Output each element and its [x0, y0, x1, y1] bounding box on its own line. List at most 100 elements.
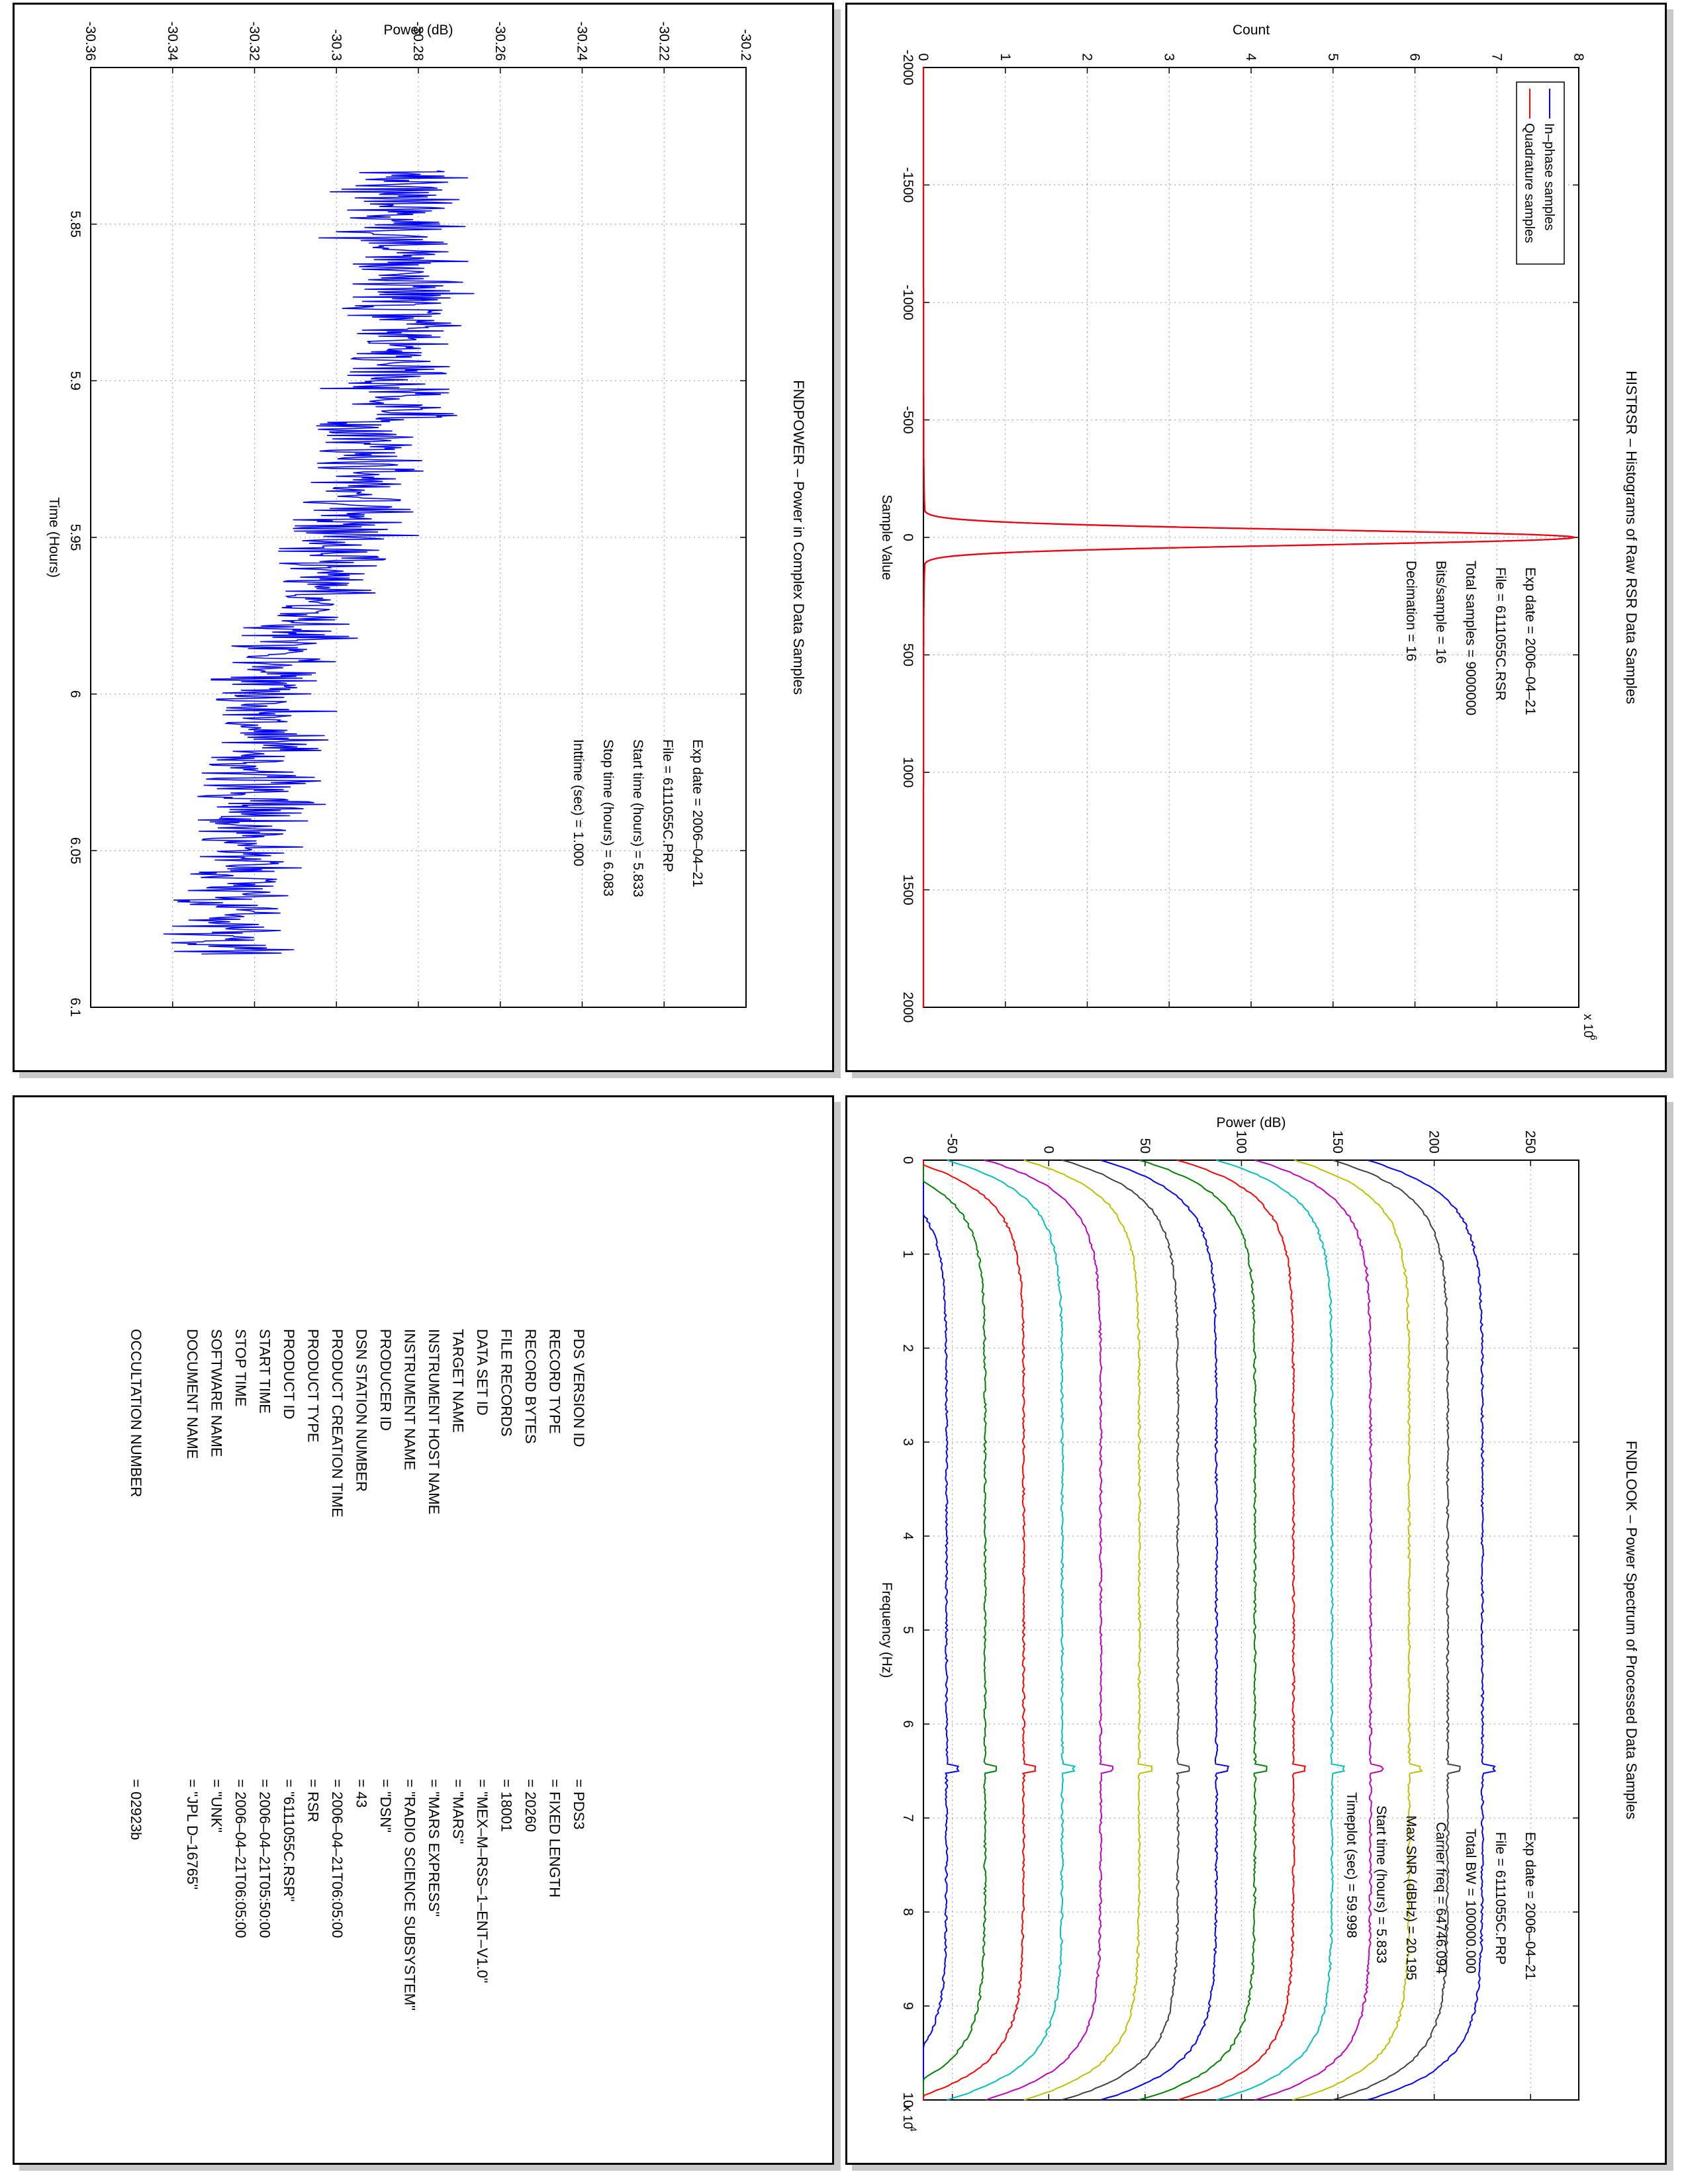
series-line-spectrum: [1061, 1160, 1190, 2101]
label-key: TARGET NAME: [450, 1329, 467, 1433]
y-tick-label: 7: [1489, 53, 1504, 61]
series-line-spectrum: [923, 1160, 998, 2100]
label-table: PDS VERSION ID = PDS3 RECORD TYPE = FIXED L…: [128, 1329, 587, 2011]
label-value: = "6111055C.RSR": [281, 1779, 297, 1901]
x-tick-label: 5.85: [68, 210, 83, 238]
chart-title: HISTRSR – Histograms of Raw RSR Data Sam…: [1623, 371, 1640, 704]
label-value: = 2006–04–21T06:05:00: [232, 1779, 249, 1938]
label-key: DOCUMENT NAME: [184, 1329, 201, 1459]
label-key: PRODUCT CREATION TIME: [329, 1329, 346, 1518]
x-tick-label: 5.95: [68, 524, 83, 551]
info-line: Bits/sample = 16: [1433, 561, 1448, 664]
label-value: = "JPL D–16765": [184, 1779, 201, 1889]
x-tick-label: -500: [900, 406, 915, 433]
series-line-power: [163, 170, 475, 955]
power-panel: 5.85 5.9 5.95 6 6.05 6.1 -30.36 -30.34 -30.32 -30…: [13, 3, 834, 1072]
x-tick-label: -1500: [900, 167, 915, 203]
x-tick-label: 1500: [900, 874, 915, 905]
info-line: Exp date = 2006–04–21: [1523, 1832, 1538, 1980]
label-key: RECORD BYTES: [522, 1329, 539, 1444]
histogram-panel: -2000 -1500 -1000 -500 0 500 1000 1500 2000 0 1 2 3 4…: [845, 3, 1667, 1072]
y-tick-label: -30.24: [575, 21, 590, 61]
label-value: = 2006–04–21T05:50:00: [257, 1779, 273, 1938]
y-axis-label: Power (dB): [383, 23, 453, 38]
x-tick-label: -2000: [900, 50, 915, 85]
info-line: Start time (hours) = 5.833: [1374, 1805, 1389, 1964]
y-tick-label: 150: [1330, 1130, 1345, 1154]
x-tick-label: 4: [900, 1532, 915, 1540]
spectrum-chart: 0 1 2 3 4 5 6 7 8 9 10 -50 0 50 100 150 200 250 FNDLOOK – …: [879, 1115, 1640, 2132]
y-tick-label: -30.2: [738, 29, 753, 61]
plot-area: [923, 1160, 1579, 2100]
y-tick-label: 3: [1161, 53, 1176, 61]
info-line: Inttime (sec) = 1.000: [571, 739, 586, 866]
plot-frame: [923, 1160, 1579, 2101]
series-line-spectrum: [947, 1160, 1076, 2101]
label-value: = "MARS EXPRESS": [426, 1779, 442, 1917]
series-line-spectrum: [923, 1160, 960, 2100]
label-value: = 02923b: [128, 1779, 144, 1840]
series-line-spectrum: [1292, 1160, 1423, 2101]
info-line: Start time (hours) = 5.833: [630, 739, 645, 897]
label-key: INSTRUMENT HOST NAME: [426, 1329, 442, 1514]
x-tick-label: 6.05: [68, 837, 83, 864]
series-line-spectrum: [923, 1160, 1037, 2100]
info-line: File = 6111055C.RSR: [1493, 567, 1508, 701]
y-tick-label: 200: [1427, 1130, 1442, 1154]
info-line: Carrier freq = 64746.094: [1433, 1822, 1448, 1974]
x-tick-label: 0: [900, 1156, 915, 1164]
y-tick-label: -50: [945, 1134, 960, 1154]
power-chart: 5.85 5.9 5.95 6 6.05 6.1 -30.36 -30.34 -30.32 -30…: [46, 21, 807, 1017]
chart-title: FNDLOOK – Power Spectrum of Processed Da…: [1623, 1441, 1640, 1819]
x-tick-label: 8: [900, 1908, 915, 1916]
label-value: = "DSN": [377, 1779, 394, 1833]
y-tick-label: -30.22: [656, 21, 671, 61]
x-tick-label: 1000: [900, 757, 915, 788]
label-key: PRODUCT TYPE: [305, 1329, 322, 1443]
chart-title: FNDPOWER – Power in Complex Data Samples: [790, 380, 807, 695]
info-line: Max SNR (dBHz) = 20.195: [1403, 1815, 1419, 1980]
y-tick-label: -30.32: [247, 21, 262, 61]
x-tick-label: 500: [900, 643, 915, 666]
y-axis-label: Count: [1233, 23, 1270, 38]
x-tick-label: 6: [900, 1720, 915, 1728]
label-value: = 20260: [522, 1779, 539, 1832]
series-line-spectrum: [1177, 1160, 1306, 2101]
info-line: Total samples = 9000000: [1463, 561, 1478, 715]
series-line-spectrum: [1100, 1160, 1229, 2101]
x-exponent-power: 4: [908, 2126, 919, 2132]
x-tick-label: -1000: [900, 285, 915, 320]
x-tick-label: 5: [900, 1626, 915, 1634]
label-key: SOFTWARE NAME: [209, 1329, 225, 1457]
label-key: FILE RECORDS: [498, 1329, 515, 1437]
label-value: = "MEX–M–RSS–1–ENT–V1.0": [474, 1779, 491, 1983]
info-line: Exp date = 2006–04–21: [1523, 567, 1538, 715]
label-value: = 18001: [498, 1779, 515, 1832]
y-tick-label: 0: [915, 53, 931, 61]
series-line-spectrum: [1366, 1160, 1497, 2101]
x-tick-label: 1: [900, 1250, 915, 1258]
y-tick-label: 1: [998, 53, 1013, 61]
x-tick-label: 2000: [900, 992, 915, 1023]
label-key: PRODUCT ID: [281, 1329, 297, 1420]
info-line: Total BW = 100000.000: [1463, 1829, 1478, 1974]
y-tick-label: -30.36: [83, 21, 98, 61]
label-key: INSTRUMENT NAME: [402, 1329, 418, 1471]
x-tick-label: 9: [900, 2002, 915, 2010]
legend-entry: In–phase samples: [1542, 123, 1556, 230]
label-key: STOP TIME: [232, 1329, 249, 1406]
info-line: Exp date = 2006–04–21: [690, 739, 705, 887]
y-tick-label: -30.34: [165, 21, 180, 61]
x-tick-label: 6: [68, 690, 83, 698]
y-tick-label: -30.28: [410, 21, 426, 61]
x-tick-label: 10: [900, 2092, 915, 2107]
label-value: = "UNK": [209, 1779, 225, 1833]
label-value: = RSR: [305, 1779, 322, 1822]
y-tick-label: 50: [1137, 1138, 1152, 1154]
y-tick-label: 0: [1041, 1146, 1056, 1154]
info-line: File = 6111055C.PRP: [1493, 1832, 1508, 1965]
label-key: PRODUCER ID: [377, 1329, 394, 1431]
x-tick-label: 5.9: [68, 371, 83, 390]
series-line-spectrum: [1216, 1160, 1346, 2101]
label-panel: PDS VERSION ID = PDS3 RECORD TYPE = FIXED L…: [13, 1095, 834, 2165]
